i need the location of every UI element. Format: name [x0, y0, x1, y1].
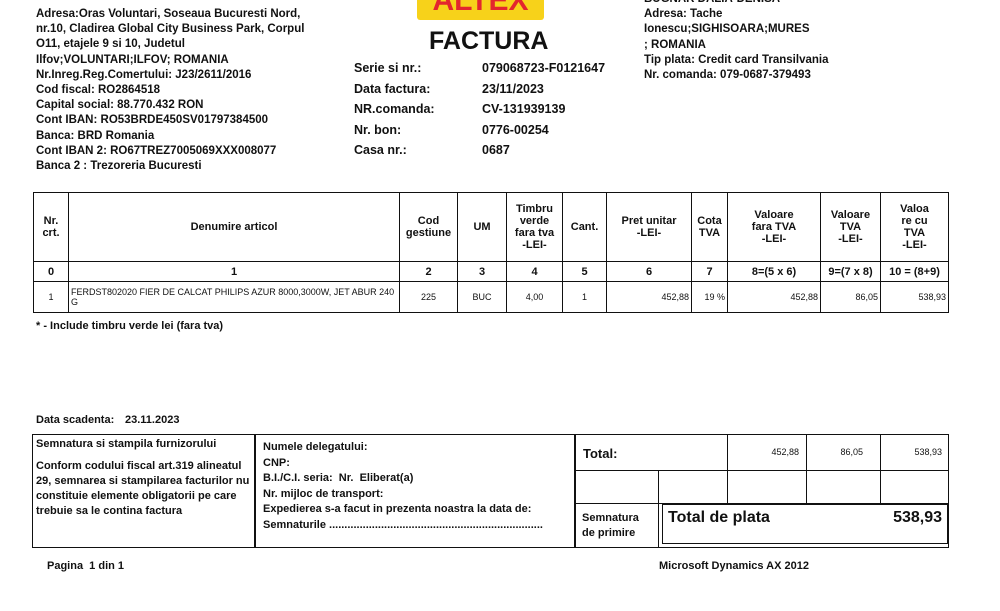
table-cell: 0 [33, 261, 69, 282]
client-line: Ionescu;SIGHISOARA;MURES [644, 23, 810, 36]
table-cell: 452,88 [727, 281, 821, 313]
field-label: Casa nr.: [354, 143, 407, 158]
total-label: Total: [583, 446, 618, 461]
table-cell: 1 [562, 281, 607, 313]
supplier-line: nr.10, Cladirea Global City Business Par… [36, 23, 305, 36]
table-cell: Valoare TVA -LEI- [820, 192, 881, 262]
table-cell: Cod gestiune [399, 192, 458, 262]
due-date-label: Data scadenta: [36, 414, 115, 426]
client-line: Nr. comanda: 079-0687-379493 [644, 69, 811, 81]
divider [806, 434, 807, 503]
logo: ALTEX [432, 0, 529, 17]
due-date-value: 23.11.2023 [125, 414, 180, 426]
supplier-line: Cod fiscal: RO2864518 [36, 84, 161, 96]
table-cell: 86,05 [820, 281, 881, 313]
divider [254, 434, 256, 548]
divider [727, 434, 728, 503]
table-cell: 1 [68, 261, 400, 282]
footer-box [32, 434, 949, 548]
field-value: 079068723-F0121647 [482, 61, 606, 75]
header-row: Nr. crt. Denumire articol Cod gestiune UM Ti… [33, 192, 949, 262]
note: * - Include timbru verde lei (fara tva) [36, 320, 224, 332]
field-value: 0687 [482, 143, 510, 158]
supplier-line: Banca: BRD Romania [36, 129, 155, 142]
table-cell: 19 % [691, 281, 728, 313]
delegate-line: Nr. mijloc de transport: [263, 487, 384, 500]
total-due-label: Total de plata [668, 509, 770, 526]
table-cell: 6 [606, 261, 692, 282]
logo-box [417, 0, 544, 20]
client-line: BUGNAR DALIA-DENISA [644, 0, 780, 7]
fiscal-note: Conform codului fiscal art.319 alineatul… [36, 460, 250, 517]
table-cell: Cota TVA [691, 192, 728, 262]
divider [574, 503, 948, 504]
divider [574, 434, 576, 548]
table-cell: 452,88 [606, 281, 692, 313]
table-cell: BUC [457, 281, 507, 313]
receipt-signature: Semnatura de primire [582, 512, 639, 539]
item-row: 1 FERDST802020 FIER DE CALCAT PHILIPS AZU… [33, 281, 949, 313]
field-label: Serie si nr.: [354, 61, 422, 75]
table-cell: Denumire articol [68, 192, 400, 262]
delegate-line: B.I./C.I. seria: Nr. Eliberat(a) [263, 472, 414, 484]
divider [574, 470, 948, 471]
client-line: Tip plata: Credit card Transilvania [644, 53, 829, 66]
table-cell: Valoa re cu TVA -LEI- [880, 192, 949, 262]
field-value: 23/11/2023 [482, 81, 544, 96]
table-cell: Pret unitar -LEI- [606, 192, 692, 262]
table-cell: 2 [399, 261, 458, 282]
divider [880, 434, 881, 503]
total-due-value: 538,93 [893, 509, 942, 526]
supplier-line: O11, etajele 9 si 10, Judetul [36, 38, 185, 51]
table-cell: UM [457, 192, 507, 262]
page-number: Pagina 1 din 1 [47, 560, 125, 572]
supplier-line: Banca 2 : Trezoreria Bucuresti [36, 160, 202, 172]
table-cell: 225 [399, 281, 458, 313]
software: Microsoft Dynamics AX 2012 [659, 560, 809, 572]
delegate-line: Numele delegatului: [263, 441, 368, 453]
table-cell: 3 [457, 261, 507, 282]
table-cell: 7 [691, 261, 728, 282]
table-cell: 5 [562, 261, 607, 282]
table-cell: Valoare fara TVA -LEI- [727, 192, 821, 262]
supplier-line: Cont IBAN 2: RO67TREZ7005069XXX008077 [36, 144, 277, 157]
total-value: 452,88 [771, 447, 799, 457]
field-label: NR.comanda: [354, 102, 435, 117]
table-cell: 538,93 [880, 281, 949, 313]
supplier-signature: Semnatura si stampila furnizorului [36, 438, 217, 450]
items-table: Nr. crt. Denumire articol Cod gestiune UM Ti… [33, 192, 949, 313]
table-cell: Timbru verde fara tva -LEI- [506, 192, 563, 262]
index-row: 0 1 2 3 4 5 6 7 8=(5 x 6) 9=(7 x 8) 10 = (8+9) [33, 261, 949, 282]
supplier-line: Nr.Inreg.Reg.Comertului: J23/2611/2016 [36, 68, 252, 81]
field-label: Nr. bon: [354, 122, 402, 137]
client-line: Adresa: Tache [644, 8, 723, 21]
table-cell: 8=(5 x 6) [727, 261, 821, 282]
supplier-line: Adresa:Oras Voluntari, Soseaua Bucuresti… [36, 8, 301, 20]
client-line: ; ROMANIA [644, 38, 706, 51]
divider [658, 470, 659, 548]
table-cell: 9=(7 x 8) [820, 261, 881, 282]
table-cell: 4,00 [506, 281, 563, 313]
title: FACTURA [429, 27, 549, 55]
supplier-line: Cont IBAN: RO53BRDE450SV01797384500 [36, 114, 269, 127]
total-value: 86,05 [840, 447, 863, 457]
field-value: 0776-00254 [482, 122, 549, 137]
delegate-line: Semnaturile ............................… [263, 518, 543, 531]
delegate-line: CNP: [263, 456, 290, 469]
total-value: 538,93 [914, 447, 942, 457]
table-cell: 4 [506, 261, 563, 282]
supplier-line: Ilfov;VOLUNTARI;ILFOV; ROMANIA [36, 53, 229, 66]
field-label: Data factura: [354, 81, 431, 96]
table-cell: FERDST802020 FIER DE CALCAT PHILIPS AZUR… [68, 281, 400, 313]
supplier-line: Capital social: 88.770.432 RON [36, 99, 204, 112]
delegate-line: Expedierea s-a facut in prezenta noastra… [263, 503, 532, 515]
table-cell: Cant. [562, 192, 607, 262]
field-value: CV-131939139 [482, 102, 566, 117]
table-cell: Nr. crt. [33, 192, 69, 262]
total-due-box [662, 504, 948, 544]
table-cell: 1 [33, 281, 69, 313]
table-cell: 10 = (8+9) [880, 261, 949, 282]
